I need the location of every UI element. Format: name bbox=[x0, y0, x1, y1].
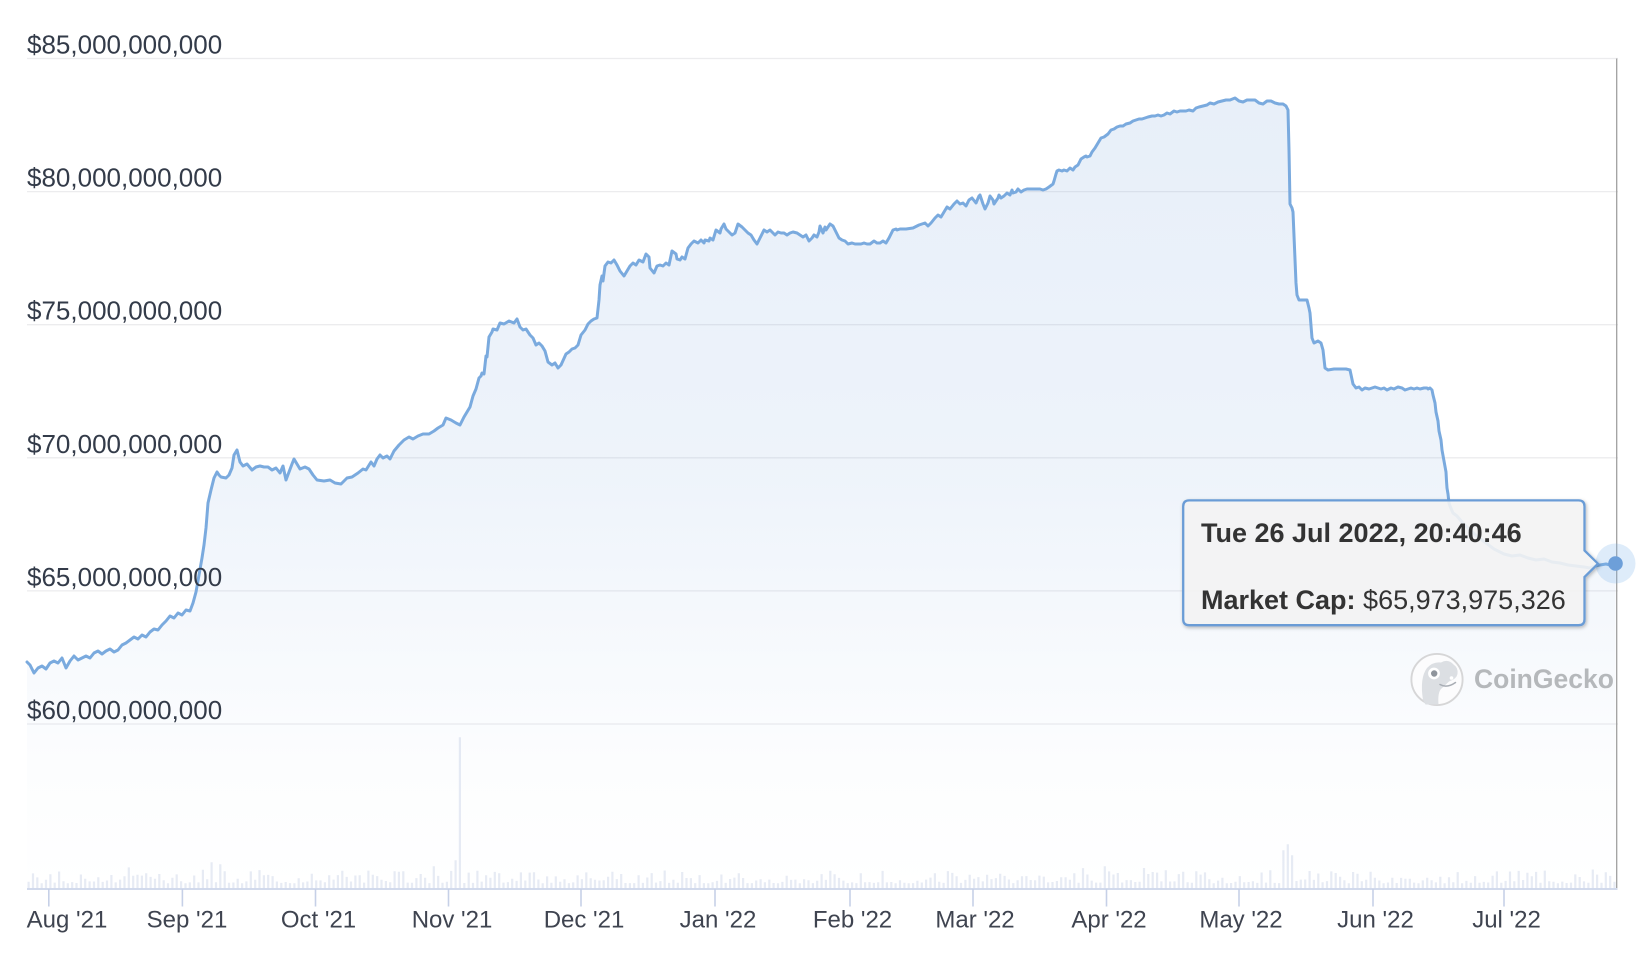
svg-text:Feb '22: Feb '22 bbox=[813, 907, 892, 934]
svg-text:Oct '21: Oct '21 bbox=[281, 907, 356, 934]
svg-text:Tue 26 Jul 2022, 20:40:46: Tue 26 Jul 2022, 20:40:46 bbox=[1201, 518, 1522, 548]
svg-text:Mar '22: Mar '22 bbox=[935, 907, 1014, 934]
svg-text:Sep '21: Sep '21 bbox=[147, 907, 228, 934]
svg-text:Aug '21: Aug '21 bbox=[27, 907, 108, 934]
svg-text:Nov '21: Nov '21 bbox=[412, 907, 493, 934]
svg-text:$75,000,000,000: $75,000,000,000 bbox=[27, 296, 222, 326]
svg-text:$65,000,000,000: $65,000,000,000 bbox=[27, 562, 222, 592]
svg-text:Jul '22: Jul '22 bbox=[1472, 907, 1541, 934]
svg-text:Dec '21: Dec '21 bbox=[544, 907, 625, 934]
svg-text:Jun '22: Jun '22 bbox=[1337, 907, 1414, 934]
svg-text:$80,000,000,000: $80,000,000,000 bbox=[27, 163, 222, 193]
svg-text:$70,000,000,000: $70,000,000,000 bbox=[27, 429, 222, 459]
svg-text:CoinGecko: CoinGecko bbox=[1474, 664, 1614, 694]
svg-text:Jan '22: Jan '22 bbox=[680, 907, 757, 934]
svg-text:$85,000,000,000: $85,000,000,000 bbox=[27, 30, 222, 60]
svg-text:$60,000,000,000: $60,000,000,000 bbox=[27, 695, 222, 725]
svg-text:May '22: May '22 bbox=[1199, 907, 1282, 934]
svg-text:Apr '22: Apr '22 bbox=[1071, 907, 1146, 934]
svg-text:Market Cap: $65,973,975,326: Market Cap: $65,973,975,326 bbox=[1201, 585, 1566, 615]
